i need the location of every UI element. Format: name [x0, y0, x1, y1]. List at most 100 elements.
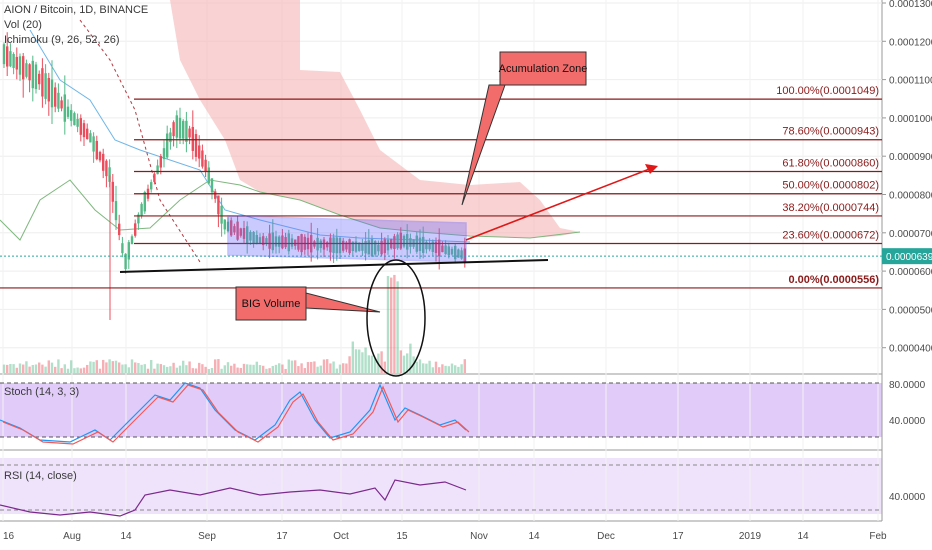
- volume-bar: [6, 364, 9, 373]
- candle-body: [15, 56, 18, 70]
- candle-body: [406, 234, 409, 250]
- candle-body: [178, 117, 182, 139]
- volume-bar: [50, 362, 54, 373]
- leading-span-b: [0, 179, 581, 241]
- volume-callout-pointer: [305, 292, 381, 313]
- volume-bar: [300, 363, 303, 373]
- candle-body: [358, 242, 361, 251]
- volume-bar: [63, 364, 66, 373]
- volume-bar: [463, 359, 466, 373]
- candle-body: [316, 237, 319, 251]
- candle-body: [92, 136, 95, 152]
- candle-body: [188, 128, 191, 138]
- candle-body: [220, 205, 223, 224]
- candle-body: [364, 241, 367, 254]
- candle-body: [201, 150, 204, 167]
- volume-bar: [370, 355, 374, 373]
- volume-bar: [402, 355, 406, 373]
- candle-body: [2, 44, 6, 65]
- stoch-lines: [0, 382, 882, 445]
- candle-body: [162, 148, 166, 160]
- volume-bar: [207, 368, 210, 373]
- candle-body: [367, 240, 370, 255]
- volume-bar: [108, 359, 111, 373]
- volume-bar: [258, 365, 262, 373]
- date-tick-label: 14: [120, 531, 132, 542]
- volume-bar: [409, 343, 412, 373]
- price-tick-label: 0.0001300: [889, 0, 932, 10]
- candle-body: [50, 79, 54, 108]
- accumulation-channel: [227, 215, 467, 263]
- volume-bar: [364, 347, 367, 373]
- candle-body: [447, 246, 450, 256]
- volume-bar: [361, 352, 364, 373]
- fib-label: 0.00%(0.0000556): [788, 274, 879, 286]
- volume-bar: [105, 362, 108, 373]
- candle-body: [214, 191, 217, 199]
- volume-bar: [223, 365, 226, 373]
- volume-bar: [367, 355, 370, 373]
- candle-body: [431, 241, 434, 252]
- volume-bar: [191, 368, 194, 373]
- target-arrow: [465, 167, 653, 241]
- volume-bar: [95, 360, 98, 373]
- date-tick-label: Aug: [63, 531, 81, 542]
- fib-label: 78.60%(0.0000943): [782, 126, 879, 138]
- volume-bar: [57, 359, 60, 373]
- candle-body: [425, 241, 428, 250]
- volume-bar: [319, 365, 322, 373]
- candle-body: [354, 241, 358, 252]
- candle-body: [402, 235, 406, 247]
- volume-bar: [262, 365, 265, 373]
- drawings: Acumulation Zone BIG Volume: [0, 51, 882, 377]
- date-tick-label: 17: [276, 531, 288, 542]
- candle-body: [297, 236, 300, 250]
- price-tick-label: 0.0000600: [889, 267, 932, 278]
- candle-body: [82, 123, 86, 138]
- candle-body: [185, 120, 188, 142]
- volume-bar: [383, 361, 386, 373]
- candle-body: [242, 228, 246, 239]
- volume-bar: [246, 364, 249, 373]
- candle-body: [409, 238, 412, 247]
- volume-bar: [393, 274, 396, 373]
- candle-body: [150, 182, 153, 190]
- candle-body: [6, 46, 9, 67]
- candle-body: [338, 237, 342, 254]
- candle-body: [207, 167, 210, 184]
- volume-bar: [47, 360, 50, 373]
- candle-body: [44, 73, 47, 99]
- volume-bar: [92, 361, 95, 373]
- volume-bar: [127, 367, 130, 373]
- volume-bar: [2, 364, 6, 373]
- volume-bar: [60, 368, 63, 373]
- date-tick-label: 15: [396, 531, 408, 542]
- candle-body: [31, 60, 34, 89]
- volume-bar: [457, 366, 460, 373]
- stoch-d-line: [2, 384, 470, 445]
- candle-body: [98, 152, 102, 161]
- volume-bar: [188, 361, 191, 373]
- candle-body: [70, 110, 73, 121]
- candle-body: [140, 203, 143, 216]
- volume-bar: [431, 367, 434, 373]
- candle-body: [399, 232, 402, 249]
- volume-bar: [434, 361, 438, 373]
- stoch-tick-label: 80.0000: [889, 380, 926, 391]
- volume-bar: [89, 361, 92, 373]
- volume-bar: [153, 368, 156, 373]
- fib-label: 38.20%(0.0000744): [782, 202, 879, 214]
- volume-bar: [422, 363, 425, 373]
- candle-body: [268, 233, 271, 249]
- candle-body: [434, 241, 438, 253]
- candle-body: [428, 242, 431, 250]
- price-tick-label: 0.0001200: [889, 37, 932, 48]
- candle-body: [396, 234, 399, 249]
- candle-body: [271, 232, 274, 251]
- volume-bar: [220, 368, 223, 373]
- fib-label: 61.80%(0.0000860): [782, 158, 879, 170]
- volume-bar: [310, 361, 313, 373]
- candle-body: [34, 64, 38, 90]
- candle-body: [255, 234, 258, 244]
